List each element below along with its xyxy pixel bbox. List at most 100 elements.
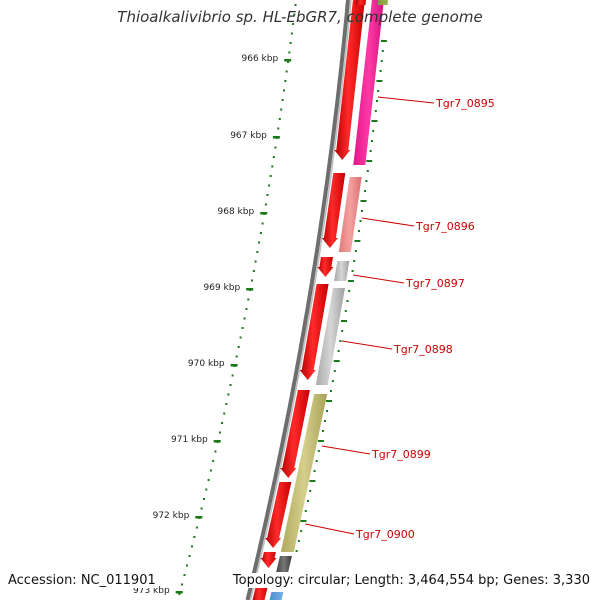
gene-label[interactable]: Tgr7_0897 [405,277,465,290]
ruler-dot [181,583,183,586]
ruler-dot [252,270,255,272]
outer-ruler-dot [360,200,367,202]
outer-ruler-dot [347,280,354,282]
outer-ruler-dot [376,100,378,102]
ruler-dot [268,184,271,187]
gene-track [252,0,388,600]
ruler-dot [203,498,205,500]
ruler-dot [281,99,284,101]
ruler-dot [254,260,257,263]
ruler-dot [285,70,288,73]
gene-label-layer: Tgr7_0895 Tgr7_0896 Tgr7_0897 Tgr7_0898 Tgr7… [305,96,495,541]
ruler-tick-label: 966 kbp [242,54,279,64]
ruler-dot [256,251,259,253]
cds-arrow [265,482,292,548]
ruler-dot [200,507,203,510]
gene-block-blue [269,592,284,600]
gene-block-dark [276,556,292,572]
genome-backbone [245,0,352,600]
ruler-dot [271,165,274,168]
gene-block-gray [334,261,350,281]
cds-arrow [321,173,346,248]
ruler-tick [272,136,280,139]
ruler-dot [290,32,293,35]
ruler-tick-label: 969 kbp [204,283,241,293]
outer-ruler-dot [358,230,360,232]
ruler-tick [284,59,292,62]
outer-ruler-dot [326,410,328,412]
ruler-dot [288,51,291,54]
outer-ruler-dot [339,340,342,342]
outer-ruler-dot [370,140,373,142]
ruler-tick [260,212,268,215]
ruler-dot [237,346,240,348]
ruler-dot [205,488,208,491]
ruler-tick-label: 972 kbp [153,511,190,521]
ruler-dot [277,127,280,130]
cds-arrow [280,390,310,478]
outer-ruler-dot [369,150,372,152]
ruler-dot [235,355,238,358]
outer-ruler-dot [295,550,298,552]
ruler-dot [221,422,223,424]
gene-block-olive [280,394,328,552]
ruler-dot [191,545,193,548]
ruler-dot [269,175,272,177]
outer-ruler-dot [333,360,340,362]
gene-label[interactable]: Tgr7_0900 [355,528,415,541]
outer-ruler-dot [300,520,307,522]
page-title: Thioalkalivibrio sp. HL-EbGR7, complete … [117,8,483,26]
ruler-dot [278,118,281,120]
ruler-dot [261,222,264,225]
ruler-dot [178,593,181,595]
outer-ruler-dot [344,310,347,312]
cds-arrow [299,284,329,380]
outer-ruler-dot [330,390,332,392]
ruler-dot [258,241,261,244]
gene-label[interactable]: Tgr7_0895 [435,97,495,110]
outer-ruler-dot [331,380,334,382]
ruler-dot [225,403,228,405]
outer-ruler-dot [364,190,366,192]
outer-ruler-dot [341,320,347,322]
outer-ruler-dot [300,530,303,532]
ruler-tick-label: 967 kbp [230,131,267,141]
outer-ruler-dot [341,330,344,332]
outer-ruler-dot [354,240,361,242]
outer-ruler-dot [333,370,336,372]
backbone-highlight [249,0,352,600]
outer-ruler-dot [374,110,377,112]
outer-ruler-dot [372,130,375,132]
gene-leader-line [377,96,435,104]
outer-ruler-dot [366,160,373,162]
ruler-dot [251,279,253,282]
topology-text: Topology: circular; Length: 3,464,554 bp… [232,573,590,588]
outer-ruler-dot [326,400,332,402]
outer-ruler-dot [317,440,324,442]
accession-text: Accession: NC_011901 [8,573,156,588]
ruler-dot [294,4,297,6]
ruler-dot [223,412,226,415]
ruler-dot [188,555,191,557]
cds-arrow [317,257,334,277]
gene-label[interactable]: Tgr7_0898 [393,343,453,356]
gene-label[interactable]: Tgr7_0896 [415,220,475,233]
ruler-tick-label: 970 kbp [188,359,225,369]
gene-label[interactable]: Tgr7_0899 [371,448,431,461]
cds-arrow [252,585,269,600]
ruler: 966 kbp 967 kbp 968 kbp 969 kbp 970 kbp 971 k… [133,54,292,596]
ruler-dot [243,317,246,320]
ruler-dot [186,564,188,567]
ruler-dot [280,108,283,111]
outer-ruler-dot [348,290,351,292]
outer-ruler-dot [297,540,300,542]
cds-arrow [260,552,277,568]
gene-leader-line [305,523,355,535]
outer-ruler-dot [307,500,309,502]
ruler-dot [231,374,234,377]
outer-ruler-dot [313,470,316,472]
ruler-dot [183,574,186,576]
ruler-dot [266,194,269,196]
